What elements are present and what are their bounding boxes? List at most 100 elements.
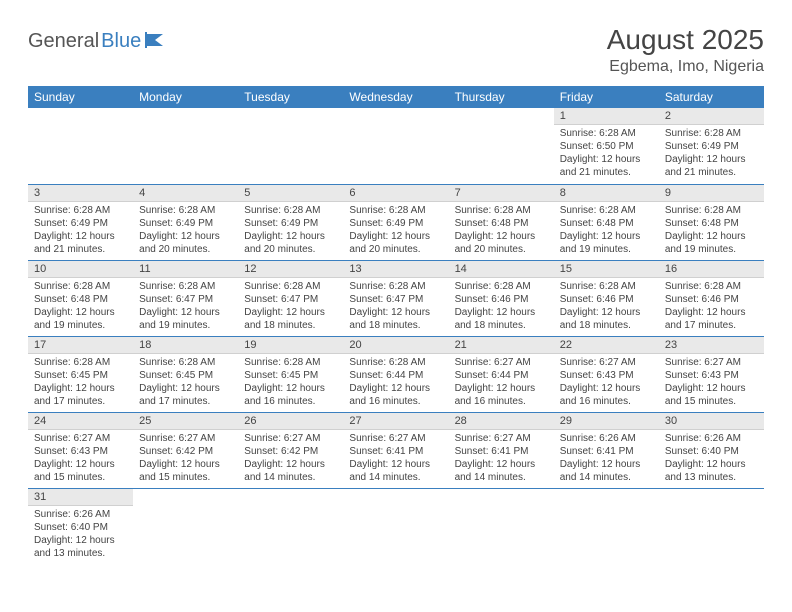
- day-details: Sunrise: 6:28 AMSunset: 6:48 PMDaylight:…: [449, 202, 554, 260]
- empty-cell: [238, 108, 343, 124]
- day-details: Sunrise: 6:28 AMSunset: 6:46 PMDaylight:…: [659, 278, 764, 336]
- calendar-cell: 7Sunrise: 6:28 AMSunset: 6:48 PMDaylight…: [449, 184, 554, 260]
- sunrise-line: Sunrise: 6:28 AM: [560, 280, 653, 293]
- day-number: 7: [449, 185, 554, 202]
- day-number: 24: [28, 413, 133, 430]
- logo: General Blue: [28, 30, 167, 53]
- sunrise-line: Sunrise: 6:26 AM: [34, 508, 127, 521]
- sunset-line: Sunset: 6:46 PM: [665, 293, 758, 306]
- sunset-line: Sunset: 6:41 PM: [560, 445, 653, 458]
- daylight-line: Daylight: 12 hours and 14 minutes.: [455, 458, 548, 484]
- calendar-cell: 2Sunrise: 6:28 AMSunset: 6:49 PMDaylight…: [659, 108, 764, 184]
- calendar-cell: [554, 488, 659, 564]
- calendar-cell: 29Sunrise: 6:26 AMSunset: 6:41 PMDayligh…: [554, 412, 659, 488]
- sunrise-line: Sunrise: 6:28 AM: [665, 127, 758, 140]
- calendar-week-row: 3Sunrise: 6:28 AMSunset: 6:49 PMDaylight…: [28, 184, 764, 260]
- day-number: 10: [28, 261, 133, 278]
- sunset-line: Sunset: 6:43 PM: [560, 369, 653, 382]
- day-header: Wednesday: [343, 86, 448, 108]
- sunrise-line: Sunrise: 6:26 AM: [665, 432, 758, 445]
- daylight-line: Daylight: 12 hours and 18 minutes.: [349, 306, 442, 332]
- sunset-line: Sunset: 6:40 PM: [665, 445, 758, 458]
- day-number: 12: [238, 261, 343, 278]
- sunrise-line: Sunrise: 6:28 AM: [455, 280, 548, 293]
- day-details: Sunrise: 6:27 AMSunset: 6:43 PMDaylight:…: [28, 430, 133, 488]
- calendar-cell: 31Sunrise: 6:26 AMSunset: 6:40 PMDayligh…: [28, 488, 133, 564]
- daylight-line: Daylight: 12 hours and 21 minutes.: [560, 153, 653, 179]
- day-number: 20: [343, 337, 448, 354]
- calendar-cell: [449, 488, 554, 564]
- sunrise-line: Sunrise: 6:28 AM: [665, 280, 758, 293]
- day-number: 29: [554, 413, 659, 430]
- day-header: Saturday: [659, 86, 764, 108]
- day-number: 16: [659, 261, 764, 278]
- calendar-cell: 25Sunrise: 6:27 AMSunset: 6:42 PMDayligh…: [133, 412, 238, 488]
- day-number: 26: [238, 413, 343, 430]
- calendar-body: 1Sunrise: 6:28 AMSunset: 6:50 PMDaylight…: [28, 108, 764, 564]
- day-number: 28: [449, 413, 554, 430]
- day-number: 3: [28, 185, 133, 202]
- sunset-line: Sunset: 6:48 PM: [560, 217, 653, 230]
- day-number: 9: [659, 185, 764, 202]
- day-number: 25: [133, 413, 238, 430]
- daylight-line: Daylight: 12 hours and 15 minutes.: [139, 458, 232, 484]
- logo-text-general: General: [28, 30, 99, 53]
- day-details: Sunrise: 6:27 AMSunset: 6:44 PMDaylight:…: [449, 354, 554, 412]
- day-details: Sunrise: 6:28 AMSunset: 6:49 PMDaylight:…: [28, 202, 133, 260]
- sunrise-line: Sunrise: 6:28 AM: [139, 356, 232, 369]
- sunrise-line: Sunrise: 6:27 AM: [665, 356, 758, 369]
- day-number: 2: [659, 108, 764, 125]
- daylight-line: Daylight: 12 hours and 15 minutes.: [665, 382, 758, 408]
- calendar-week-row: 10Sunrise: 6:28 AMSunset: 6:48 PMDayligh…: [28, 260, 764, 336]
- sunrise-line: Sunrise: 6:28 AM: [349, 280, 442, 293]
- calendar-cell: 27Sunrise: 6:27 AMSunset: 6:41 PMDayligh…: [343, 412, 448, 488]
- calendar-cell: 14Sunrise: 6:28 AMSunset: 6:46 PMDayligh…: [449, 260, 554, 336]
- sunset-line: Sunset: 6:43 PM: [665, 369, 758, 382]
- daylight-line: Daylight: 12 hours and 20 minutes.: [139, 230, 232, 256]
- calendar-week-row: 24Sunrise: 6:27 AMSunset: 6:43 PMDayligh…: [28, 412, 764, 488]
- day-number: 15: [554, 261, 659, 278]
- calendar-cell: 12Sunrise: 6:28 AMSunset: 6:47 PMDayligh…: [238, 260, 343, 336]
- calendar-cell: 1Sunrise: 6:28 AMSunset: 6:50 PMDaylight…: [554, 108, 659, 184]
- day-details: Sunrise: 6:28 AMSunset: 6:46 PMDaylight:…: [554, 278, 659, 336]
- calendar-cell: 8Sunrise: 6:28 AMSunset: 6:48 PMDaylight…: [554, 184, 659, 260]
- day-details: Sunrise: 6:26 AMSunset: 6:40 PMDaylight:…: [28, 506, 133, 564]
- empty-cell: [554, 489, 659, 505]
- calendar-cell: [238, 488, 343, 564]
- calendar-cell: 26Sunrise: 6:27 AMSunset: 6:42 PMDayligh…: [238, 412, 343, 488]
- day-number: 19: [238, 337, 343, 354]
- sunset-line: Sunset: 6:48 PM: [665, 217, 758, 230]
- sunset-line: Sunset: 6:41 PM: [349, 445, 442, 458]
- sunset-line: Sunset: 6:42 PM: [139, 445, 232, 458]
- day-details: Sunrise: 6:27 AMSunset: 6:41 PMDaylight:…: [449, 430, 554, 488]
- calendar-cell: 24Sunrise: 6:27 AMSunset: 6:43 PMDayligh…: [28, 412, 133, 488]
- empty-cell: [343, 108, 448, 124]
- sunset-line: Sunset: 6:48 PM: [455, 217, 548, 230]
- sunrise-line: Sunrise: 6:28 AM: [455, 204, 548, 217]
- sunset-line: Sunset: 6:49 PM: [139, 217, 232, 230]
- daylight-line: Daylight: 12 hours and 16 minutes.: [560, 382, 653, 408]
- sunrise-line: Sunrise: 6:28 AM: [139, 280, 232, 293]
- day-details: Sunrise: 6:27 AMSunset: 6:42 PMDaylight:…: [238, 430, 343, 488]
- daylight-line: Daylight: 12 hours and 14 minutes.: [349, 458, 442, 484]
- sunset-line: Sunset: 6:47 PM: [244, 293, 337, 306]
- day-details: Sunrise: 6:27 AMSunset: 6:43 PMDaylight:…: [554, 354, 659, 412]
- sunrise-line: Sunrise: 6:28 AM: [139, 204, 232, 217]
- calendar-cell: 9Sunrise: 6:28 AMSunset: 6:48 PMDaylight…: [659, 184, 764, 260]
- day-number: 31: [28, 489, 133, 506]
- day-details: Sunrise: 6:28 AMSunset: 6:48 PMDaylight:…: [28, 278, 133, 336]
- calendar-cell: 22Sunrise: 6:27 AMSunset: 6:43 PMDayligh…: [554, 336, 659, 412]
- calendar-cell: 17Sunrise: 6:28 AMSunset: 6:45 PMDayligh…: [28, 336, 133, 412]
- empty-cell: [449, 108, 554, 124]
- calendar-table: SundayMondayTuesdayWednesdayThursdayFrid…: [28, 86, 764, 564]
- day-details: Sunrise: 6:28 AMSunset: 6:47 PMDaylight:…: [133, 278, 238, 336]
- sunset-line: Sunset: 6:42 PM: [244, 445, 337, 458]
- day-details: Sunrise: 6:28 AMSunset: 6:47 PMDaylight:…: [343, 278, 448, 336]
- day-header: Monday: [133, 86, 238, 108]
- sunrise-line: Sunrise: 6:28 AM: [349, 356, 442, 369]
- title-block: August 2025 Egbema, Imo, Nigeria: [607, 24, 764, 76]
- day-details: Sunrise: 6:27 AMSunset: 6:43 PMDaylight:…: [659, 354, 764, 412]
- daylight-line: Daylight: 12 hours and 19 minutes.: [665, 230, 758, 256]
- calendar-cell: 6Sunrise: 6:28 AMSunset: 6:49 PMDaylight…: [343, 184, 448, 260]
- daylight-line: Daylight: 12 hours and 16 minutes.: [349, 382, 442, 408]
